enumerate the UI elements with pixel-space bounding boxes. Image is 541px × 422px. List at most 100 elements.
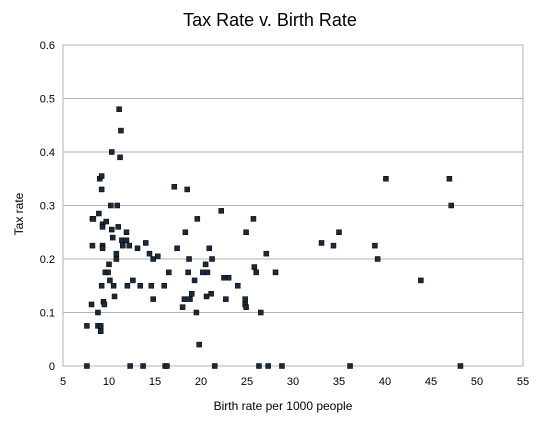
- data-point: [137, 283, 144, 289]
- data-point: [148, 283, 155, 289]
- data-point: [203, 293, 210, 300]
- data-point: [98, 283, 105, 289]
- data-point: [209, 256, 215, 262]
- data-point: [263, 250, 270, 257]
- data-point: [127, 363, 133, 369]
- data-point: [114, 202, 121, 209]
- data-point: [98, 173, 105, 179]
- data-point: [150, 296, 156, 302]
- data-point: [166, 269, 172, 276]
- data-point: [95, 309, 101, 316]
- data-point: [196, 341, 202, 348]
- data-point: [161, 283, 167, 289]
- data-point: [98, 186, 105, 193]
- x-tick-label: 50: [471, 376, 483, 388]
- data-point: [171, 184, 178, 190]
- data-point: [119, 237, 125, 244]
- y-tick-label: 0.5: [40, 94, 55, 106]
- x-tick-label: 5: [60, 376, 66, 388]
- data-point: [383, 176, 389, 182]
- data-point: [272, 269, 279, 276]
- data-point: [99, 224, 106, 230]
- data-point: [330, 242, 337, 249]
- data-point: [206, 245, 213, 252]
- data-point: [182, 229, 189, 235]
- data-point: [150, 256, 156, 262]
- y-tick-label: 0: [49, 361, 55, 373]
- gridlines: [63, 44, 523, 367]
- chart-title: Tax Rate v. Birth Rate: [183, 10, 357, 30]
- data-point: [202, 261, 209, 268]
- data-point: [88, 301, 95, 308]
- data-point: [374, 256, 381, 262]
- data-point: [187, 296, 193, 302]
- data-points: [84, 106, 464, 369]
- x-tick-label: 25: [241, 376, 253, 388]
- data-point: [265, 363, 271, 369]
- data-point: [184, 186, 190, 193]
- data-point: [204, 269, 211, 276]
- y-axis-label: Tax rate: [12, 192, 26, 235]
- data-point: [106, 261, 112, 268]
- data-point: [186, 256, 192, 262]
- plot-area: [62, 44, 524, 367]
- data-point: [90, 216, 97, 222]
- data-point: [84, 323, 90, 329]
- y-tick-label: 0.1: [40, 308, 55, 320]
- data-point: [97, 323, 104, 329]
- data-point: [120, 242, 126, 249]
- data-point: [253, 269, 259, 276]
- data-point: [200, 269, 206, 276]
- data-point: [446, 176, 453, 182]
- data-point: [101, 301, 108, 308]
- data-point: [457, 363, 464, 369]
- data-point: [84, 363, 90, 369]
- data-point: [124, 283, 131, 289]
- data-point: [221, 274, 227, 281]
- data-point: [89, 242, 96, 249]
- data-point: [250, 216, 257, 222]
- data-point: [179, 304, 186, 310]
- data-point: [108, 202, 114, 209]
- data-point: [117, 154, 123, 161]
- data-point: [181, 296, 188, 302]
- x-tick-label: 15: [149, 376, 161, 388]
- data-point: [218, 208, 224, 214]
- data-point: [103, 218, 109, 225]
- data-point: [372, 242, 378, 249]
- data-point: [258, 309, 264, 316]
- data-point: [99, 245, 106, 252]
- data-point: [116, 106, 122, 112]
- data-point: [96, 210, 102, 217]
- data-point: [212, 363, 218, 369]
- data-point: [318, 240, 325, 246]
- x-tick-label: 45: [425, 376, 437, 388]
- tick-labels: 0 0.1 0.2 0.3 0.4 0.5 0.6 5 10 15 20 25 30 35 40 45 50 55: [40, 40, 529, 388]
- data-point: [130, 277, 136, 284]
- data-point: [279, 363, 285, 369]
- data-point: [223, 296, 229, 302]
- data-point: [105, 269, 111, 276]
- data-point: [194, 216, 201, 222]
- data-point: [155, 253, 161, 260]
- data-point: [174, 245, 180, 252]
- data-point: [111, 293, 118, 300]
- data-point: [113, 250, 120, 257]
- data-point: [208, 291, 214, 297]
- data-point: [97, 328, 104, 334]
- x-tick-label: 40: [379, 376, 391, 388]
- y-tick-label: 0.6: [40, 40, 55, 52]
- data-point: [109, 149, 115, 155]
- data-point: [191, 277, 198, 284]
- data-point: [113, 256, 120, 262]
- data-point: [123, 229, 130, 235]
- data-point: [115, 224, 121, 230]
- x-tick-label: 20: [195, 376, 207, 388]
- y-tick-label: 0.4: [40, 147, 55, 159]
- x-tick-label: 30: [287, 376, 299, 388]
- data-point: [110, 283, 117, 289]
- data-point: [143, 240, 149, 246]
- data-point: [336, 229, 342, 235]
- y-tick-label: 0.2: [40, 254, 55, 266]
